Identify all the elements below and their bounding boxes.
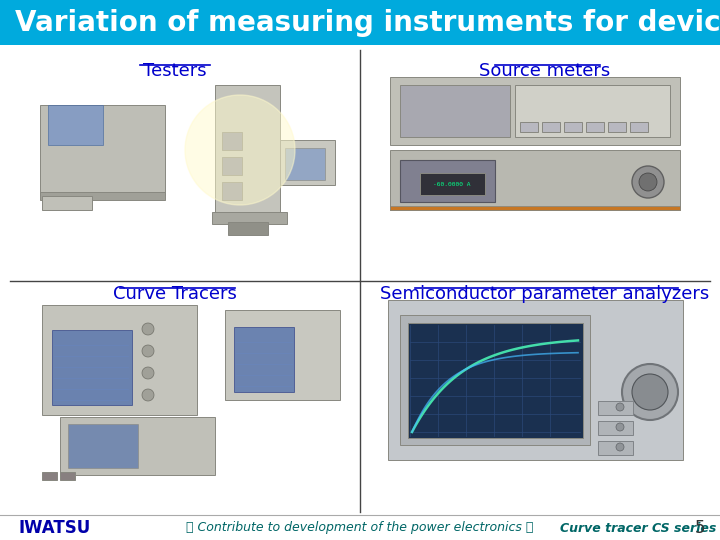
Bar [598, 441, 633, 455]
Bar [60, 417, 215, 475]
Bar [212, 212, 287, 224]
Text: Source meters: Source meters [480, 62, 611, 80]
Bar [420, 173, 485, 195]
Bar [215, 85, 280, 215]
Bar [630, 122, 648, 132]
Bar [40, 192, 165, 200]
Bar [390, 206, 680, 210]
Text: Variation of measuring instruments for device tests: Variation of measuring instruments for d… [15, 9, 720, 37]
Text: Testers: Testers [143, 62, 207, 80]
Bar [390, 150, 680, 210]
Bar [598, 401, 633, 415]
Bar [285, 148, 325, 180]
Circle shape [616, 423, 624, 431]
Bar [408, 323, 583, 438]
Bar [586, 122, 604, 132]
Text: 5: 5 [695, 519, 705, 537]
Circle shape [142, 323, 154, 335]
Bar [52, 330, 132, 405]
Bar [48, 105, 103, 145]
Bar [400, 315, 590, 445]
Bar [60, 472, 75, 480]
Circle shape [616, 403, 624, 411]
Bar [42, 472, 57, 480]
Bar [564, 122, 582, 132]
Bar [42, 305, 197, 415]
Bar [388, 300, 683, 460]
Bar [222, 132, 242, 150]
Bar [520, 122, 538, 132]
Bar [598, 421, 633, 435]
Bar [400, 160, 495, 202]
Text: -60.0000 A: -60.0000 A [433, 181, 471, 186]
Bar [222, 157, 242, 175]
Circle shape [616, 443, 624, 451]
Bar [68, 424, 138, 468]
Bar [228, 222, 268, 235]
Circle shape [142, 389, 154, 401]
Text: Curve Tracers: Curve Tracers [113, 285, 237, 303]
Bar [225, 310, 340, 400]
Text: IWATSU: IWATSU [18, 519, 90, 537]
Circle shape [632, 166, 664, 198]
Text: Curve tracer CS series: Curve tracer CS series [560, 522, 716, 535]
Bar [0, 0, 720, 45]
Text: Semiconductor parameter analyzers: Semiconductor parameter analyzers [380, 285, 710, 303]
Circle shape [622, 364, 678, 420]
Bar [222, 182, 242, 200]
Bar [42, 196, 92, 210]
Bar [390, 77, 680, 145]
Circle shape [185, 95, 295, 205]
Circle shape [632, 374, 668, 410]
Bar [40, 105, 165, 195]
Circle shape [639, 173, 657, 191]
Bar [234, 327, 294, 392]
Bar [608, 122, 626, 132]
Circle shape [142, 345, 154, 357]
Text: － Contribute to development of the power electronics －: － Contribute to development of the power… [186, 522, 534, 535]
Bar [400, 85, 510, 137]
Circle shape [142, 367, 154, 379]
Bar [542, 122, 560, 132]
Bar [280, 140, 335, 185]
Bar [515, 85, 670, 137]
